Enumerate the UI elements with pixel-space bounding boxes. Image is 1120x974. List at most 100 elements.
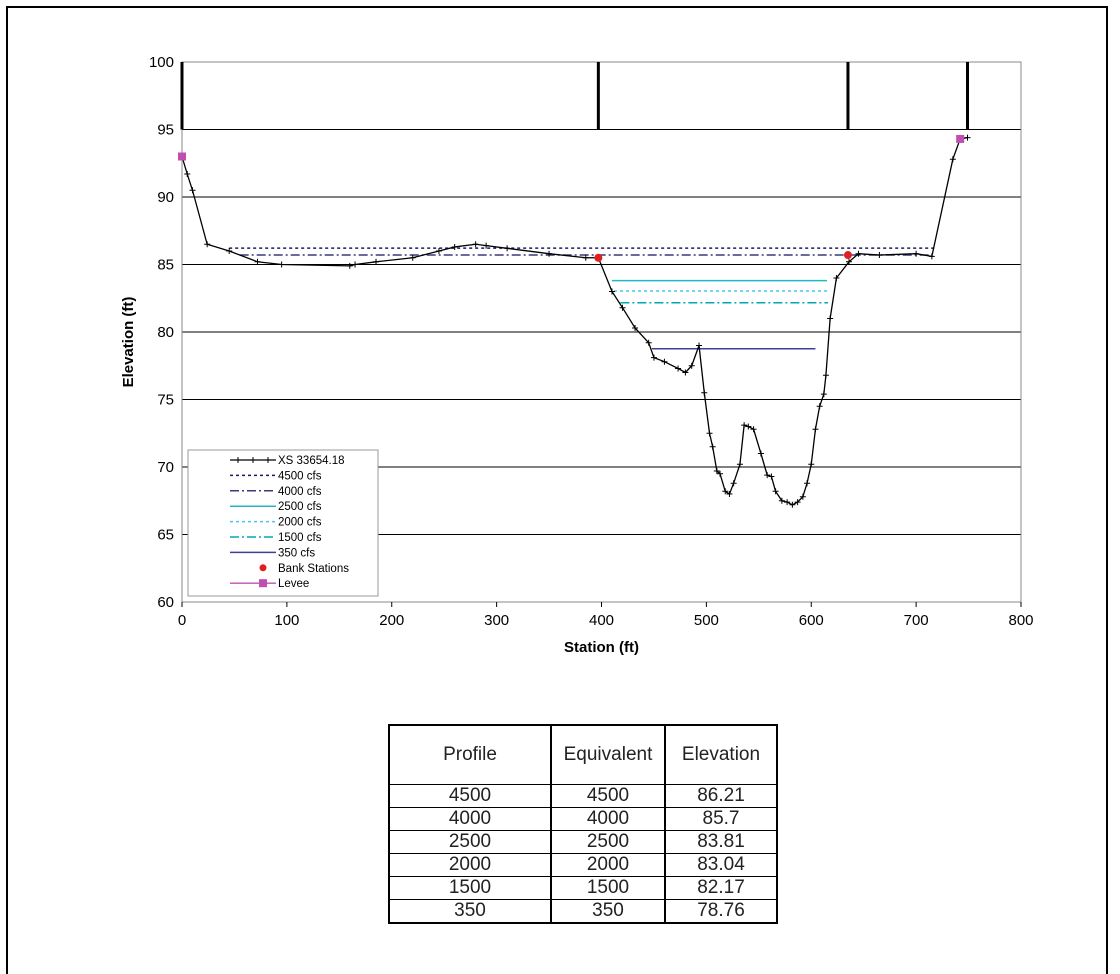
- legend-label: Bank Stations: [278, 563, 349, 575]
- cross-section-point: [833, 275, 840, 281]
- cross-section-point: [409, 254, 416, 261]
- cross-section-point: [373, 258, 380, 265]
- legend-entry: 350 cfs: [230, 547, 315, 559]
- cell-elevation: 83.81: [664, 830, 778, 854]
- bank-station-point: [843, 251, 852, 260]
- cross-section-point: [736, 461, 743, 468]
- cross-section-point: [546, 250, 553, 257]
- cell-equivalent: 4500: [550, 784, 666, 808]
- table-row: 4000 4000 85.7: [388, 807, 778, 831]
- cross-section-point: [820, 391, 827, 398]
- cross-section-point: [949, 156, 956, 163]
- cross-section-point: [812, 426, 819, 433]
- cross-section-series: [179, 134, 971, 508]
- cell-elevation: 82.17: [664, 876, 778, 900]
- table-row: 2000 2000 83.04: [388, 853, 778, 877]
- cross-section-point: [688, 362, 695, 369]
- profile-elevation-table: Profile Equivalent Elevation 4500 4500 86.…: [388, 724, 778, 924]
- cross-section-point: [582, 254, 589, 261]
- vertical-markers: [180, 62, 970, 130]
- table-row: 4500 4500 86.21: [388, 784, 778, 808]
- x-tick-label: 600: [799, 612, 824, 629]
- cell-equivalent: 4000: [550, 807, 666, 831]
- cross-section-point: [750, 426, 757, 433]
- y-tick-label: 95: [157, 122, 174, 139]
- table-row: 2500 2500 83.81: [388, 830, 778, 854]
- cross-section-chart: 60 65 70 75 80 85 90 95 100 0 100 200 300 400 500 600 7…: [120, 54, 1034, 656]
- table-row: 350 350 78.76: [388, 899, 778, 924]
- cell-elevation: 78.76: [664, 899, 778, 924]
- x-tick-label: 800: [1008, 612, 1033, 629]
- cross-section-point: [816, 403, 823, 410]
- cross-section-point: [794, 499, 801, 506]
- cross-section-point: [855, 250, 862, 257]
- bank-station-point: [594, 253, 603, 262]
- cross-section-point: [709, 443, 716, 450]
- cross-section-point: [730, 480, 737, 487]
- cell-profile: 2000: [388, 853, 552, 877]
- cross-section-point: [608, 288, 615, 295]
- cross-section-point: [451, 243, 458, 250]
- y-tick-label: 90: [157, 189, 174, 206]
- legend-entry: Levee: [230, 578, 309, 590]
- cross-section-point: [745, 423, 752, 430]
- cross-section-point: [757, 450, 764, 457]
- cross-section-point: [483, 242, 490, 249]
- legend-label: XS 33654.18: [278, 455, 345, 467]
- cross-section-point: [778, 497, 785, 504]
- cross-section-point: [846, 258, 853, 265]
- legend: XS 33654.18 4500 cfs 4000 cfs 2500 cfs 2000 …: [187, 449, 379, 597]
- cross-section-point: [682, 369, 689, 376]
- cross-section-point: [346, 262, 353, 269]
- levee-point: [178, 152, 186, 161]
- cross-section-point: [722, 488, 729, 495]
- y-tick-label: 65: [157, 527, 174, 544]
- legend-entry: 2500 cfs: [230, 501, 322, 513]
- cross-section-point: [226, 248, 233, 254]
- cross-section-point: [278, 261, 285, 268]
- cross-section-point: [789, 501, 796, 508]
- y-tick-label: 70: [157, 459, 174, 476]
- legend-swatch-bank: [259, 564, 267, 572]
- cross-section-point: [717, 470, 724, 477]
- cross-section-point: [768, 473, 775, 480]
- cross-section-point: [645, 339, 652, 346]
- cross-section-point: [184, 171, 191, 178]
- cross-section-point: [808, 461, 815, 468]
- bank-stations-series: [594, 251, 852, 262]
- cross-section-point: [726, 491, 733, 497]
- header-elevation: Elevation: [664, 724, 778, 785]
- cross-section-point: [661, 358, 668, 365]
- cross-section-line: [181, 136, 968, 506]
- cross-section-point: [876, 252, 883, 259]
- cross-section-point: [804, 480, 811, 487]
- y-tick-label: 80: [157, 324, 174, 341]
- cell-elevation: 83.04: [664, 853, 778, 877]
- cross-section-point: [772, 488, 779, 495]
- legend-label: 2000 cfs: [278, 517, 322, 529]
- table-row: 1500 1500 82.17: [388, 876, 778, 900]
- levee-series: [178, 134, 965, 161]
- cell-profile: 4000: [388, 807, 552, 831]
- y-tick-label: 100: [149, 54, 174, 71]
- cell-profile: 2500: [388, 830, 552, 854]
- cell-equivalent: 2500: [550, 830, 666, 854]
- x-tick-label: 700: [904, 612, 929, 629]
- cross-section-point: [741, 422, 748, 429]
- legend-entry: XS 33654.18: [230, 455, 345, 467]
- cross-section-point: [964, 134, 971, 141]
- legend-label: 350 cfs: [278, 547, 315, 559]
- cross-section-point: [435, 248, 442, 254]
- x-tick-label: 300: [484, 612, 509, 629]
- cross-section-point: [913, 250, 920, 257]
- x-tick-label: 500: [694, 612, 719, 629]
- legend-box: [187, 449, 379, 597]
- cross-section-point: [799, 493, 806, 500]
- legend-label: 4500 cfs: [278, 470, 322, 482]
- legend-entry: 4000 cfs: [230, 486, 322, 498]
- legend-swatch-levee: [259, 579, 267, 588]
- cross-section-point: [650, 354, 657, 361]
- legend-label: 4000 cfs: [278, 486, 322, 498]
- cross-section-point: [701, 389, 708, 396]
- cross-section-point: [713, 468, 720, 475]
